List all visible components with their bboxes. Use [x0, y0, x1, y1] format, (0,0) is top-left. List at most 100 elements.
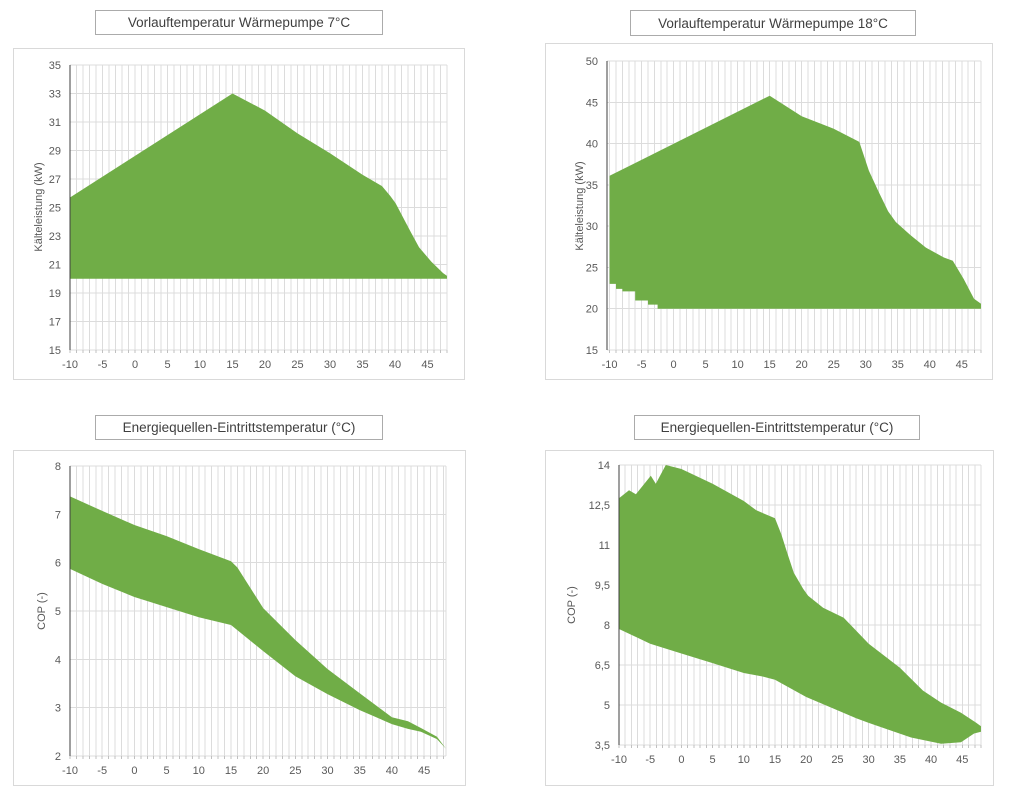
y-tick-labels: 2 3 4 5 6 7 8: [55, 461, 61, 763]
svg-text:15: 15: [586, 345, 598, 357]
svg-text:2: 2: [55, 751, 61, 763]
svg-text:45: 45: [586, 97, 598, 109]
svg-text:0: 0: [678, 754, 684, 766]
svg-text:25: 25: [291, 359, 303, 371]
svg-text:10: 10: [194, 359, 206, 371]
performance-envelope-area: [619, 465, 981, 744]
svg-text:14: 14: [598, 460, 610, 472]
svg-text:45: 45: [956, 754, 968, 766]
svg-text:6: 6: [55, 558, 61, 570]
chart-frame-cop-7c: -10 -5 0 5 10 15 20 25 30 35 40 45 2 3 4 5 6 7 8 COP (-): [13, 450, 466, 786]
svg-text:20: 20: [257, 765, 269, 777]
svg-text:45: 45: [418, 765, 430, 777]
svg-text:0: 0: [671, 359, 677, 371]
svg-text:27: 27: [49, 174, 61, 186]
svg-text:12,5: 12,5: [589, 500, 610, 512]
chart-title-energiequelle-cop-18c: Energiequellen-Eintrittstemperatur (°C): [634, 415, 920, 440]
svg-text:25: 25: [828, 359, 840, 371]
x-tick-labels: -10 -5 0 5 10 15 20 25 30 35 40 45: [62, 359, 434, 371]
x-tick-labels: -10 -5 0 5 10 15 20 25 30 35 40 45: [611, 754, 968, 766]
svg-text:5: 5: [604, 700, 610, 712]
performance-envelope-area: [70, 496, 446, 749]
svg-text:-5: -5: [97, 765, 107, 777]
x-axis-minor-ticks: [69, 756, 444, 759]
svg-text:40: 40: [389, 359, 401, 371]
x-tick-labels: -10 -5 0 5 10 15 20 25 30 35 40 45: [602, 359, 968, 371]
svg-text:-5: -5: [637, 359, 647, 371]
chart-frame-cop-18c: -10 -5 0 5 10 15 20 25 30 35 40 45 3,5 5 6,5 8 9,5 11 12,5…: [545, 450, 994, 786]
chart-canvas-vorlauf-18c: -10 -5 0 5 10 15 20 25 30 35 40 45 15 20 25 30 35 40 45 50: [586, 56, 982, 371]
svg-text:20: 20: [259, 359, 271, 371]
svg-text:5: 5: [164, 359, 170, 371]
svg-text:31: 31: [49, 117, 61, 129]
svg-text:5: 5: [703, 359, 709, 371]
svg-text:30: 30: [860, 359, 872, 371]
svg-text:30: 30: [586, 221, 598, 233]
svg-text:40: 40: [586, 139, 598, 151]
svg-text:45: 45: [421, 359, 433, 371]
chart-canvas-cop-7c: -10 -5 0 5 10 15 20 25 30 35 40 452 3 45 6 7 8: [55, 461, 447, 777]
svg-text:8: 8: [604, 620, 610, 632]
svg-text:30: 30: [321, 765, 333, 777]
svg-text:10: 10: [732, 359, 744, 371]
svg-text:35: 35: [894, 754, 906, 766]
svg-text:17: 17: [49, 317, 61, 329]
svg-text:25: 25: [831, 754, 843, 766]
svg-text:20: 20: [800, 754, 812, 766]
svg-text:0: 0: [131, 765, 137, 777]
svg-text:30: 30: [324, 359, 336, 371]
performance-envelope-area: [609, 95, 981, 309]
svg-text:10: 10: [193, 765, 205, 777]
svg-text:15: 15: [764, 359, 776, 371]
chart-title-vorlauf-18c: Vorlauftemperatur Wärmepumpe 18°C: [630, 10, 916, 36]
chart-frame-vorlauf-7c: -10 -5 0 5 10 15 20 25 30 35 40 45 15 17 19 21 23 25 27 29 3…: [13, 48, 465, 380]
svg-text:-10: -10: [62, 359, 78, 371]
svg-text:35: 35: [354, 765, 366, 777]
svg-text:15: 15: [49, 345, 61, 357]
performance-envelope-area: [70, 93, 447, 279]
svg-text:5: 5: [164, 765, 170, 777]
svg-text:25: 25: [586, 262, 598, 274]
svg-text:3,5: 3,5: [595, 740, 610, 752]
chart-title-vorlauf-7c: Vorlauftemperatur Wärmepumpe 7°C: [95, 10, 383, 35]
svg-text:7: 7: [55, 509, 61, 521]
svg-text:-5: -5: [645, 754, 655, 766]
svg-text:45: 45: [956, 359, 968, 371]
x-axis-minor-ticks: [618, 745, 982, 748]
svg-text:40: 40: [925, 754, 937, 766]
svg-text:15: 15: [769, 754, 781, 766]
svg-text:11: 11: [599, 540, 610, 552]
svg-text:25: 25: [289, 765, 301, 777]
svg-text:9,5: 9,5: [595, 580, 610, 592]
svg-text:35: 35: [49, 60, 61, 72]
svg-text:8: 8: [55, 461, 61, 473]
svg-text:19: 19: [49, 288, 61, 300]
svg-text:40: 40: [386, 765, 398, 777]
svg-text:35: 35: [586, 180, 598, 192]
svg-text:40: 40: [924, 359, 936, 371]
x-tick-labels: -10 -5 0 5 10 15 20 25 30 35 40 45: [62, 765, 430, 777]
svg-text:20: 20: [586, 304, 598, 316]
chart-title-energiequelle-cop-7c: Energiequellen-Eintrittstemperatur (°C): [95, 415, 383, 440]
svg-text:0: 0: [132, 359, 138, 371]
svg-text:-10: -10: [611, 754, 627, 766]
svg-text:5: 5: [55, 606, 61, 618]
svg-text:-10: -10: [62, 765, 78, 777]
svg-text:35: 35: [356, 359, 368, 371]
svg-text:35: 35: [892, 359, 904, 371]
svg-text:3: 3: [55, 703, 61, 715]
svg-text:-10: -10: [602, 359, 618, 371]
svg-text:25: 25: [49, 203, 61, 215]
svg-text:50: 50: [586, 56, 598, 68]
svg-text:23: 23: [49, 231, 61, 243]
svg-text:15: 15: [225, 765, 237, 777]
chart-canvas-cop-18c: -10 -5 0 5 10 15 20 25 30 35 40 45 3,5 5 6,5 8 9,5 11 12,5…: [589, 460, 982, 766]
svg-text:6,5: 6,5: [595, 660, 610, 672]
svg-text:5: 5: [710, 754, 716, 766]
y-tick-labels: 15 20 25 30 35 40 45 50: [586, 56, 598, 357]
y-tick-labels: 3,5 5 6,5 8 9,5 11 12,5 14: [589, 460, 610, 752]
svg-text:29: 29: [49, 146, 61, 158]
y-tick-labels: 15 17 19 21 23 25 27 29 31 33 35: [49, 60, 61, 357]
svg-text:15: 15: [226, 359, 238, 371]
